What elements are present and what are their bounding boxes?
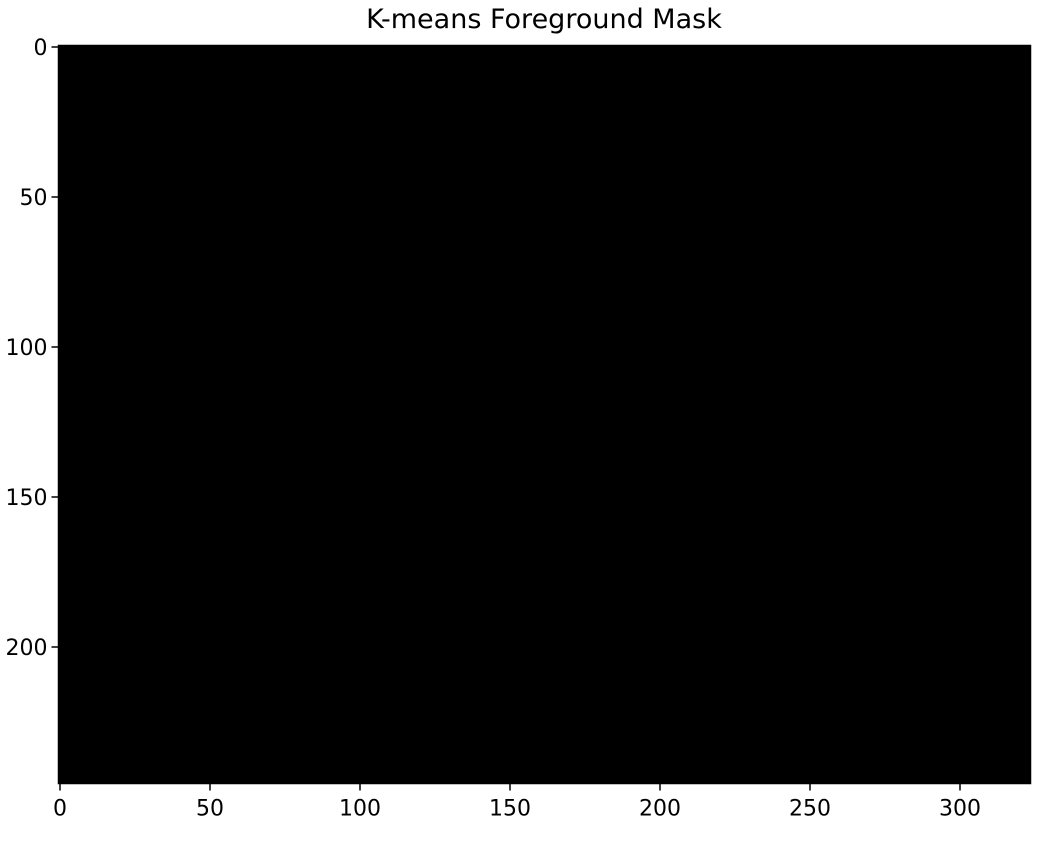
axes-frame xyxy=(57,44,1032,785)
x-tick-label: 150 xyxy=(489,797,531,822)
x-tick-label: 100 xyxy=(339,797,381,822)
y-tick-label: 150 xyxy=(6,486,48,511)
image xyxy=(58,45,1031,784)
x-tick-label: 0 xyxy=(53,797,67,822)
y-tick-label: 50 xyxy=(20,186,48,211)
x-tick-label: 300 xyxy=(939,797,981,822)
x-tick-label: 50 xyxy=(196,797,224,822)
y-tick-label: 100 xyxy=(6,336,48,361)
y-tick-label: 200 xyxy=(6,636,48,661)
x-tick-label: 250 xyxy=(789,797,831,822)
y-tick-label: 0 xyxy=(34,36,48,61)
chart-title: K-means Foreground Mask xyxy=(366,4,722,35)
x-tick-label: 200 xyxy=(639,797,681,822)
